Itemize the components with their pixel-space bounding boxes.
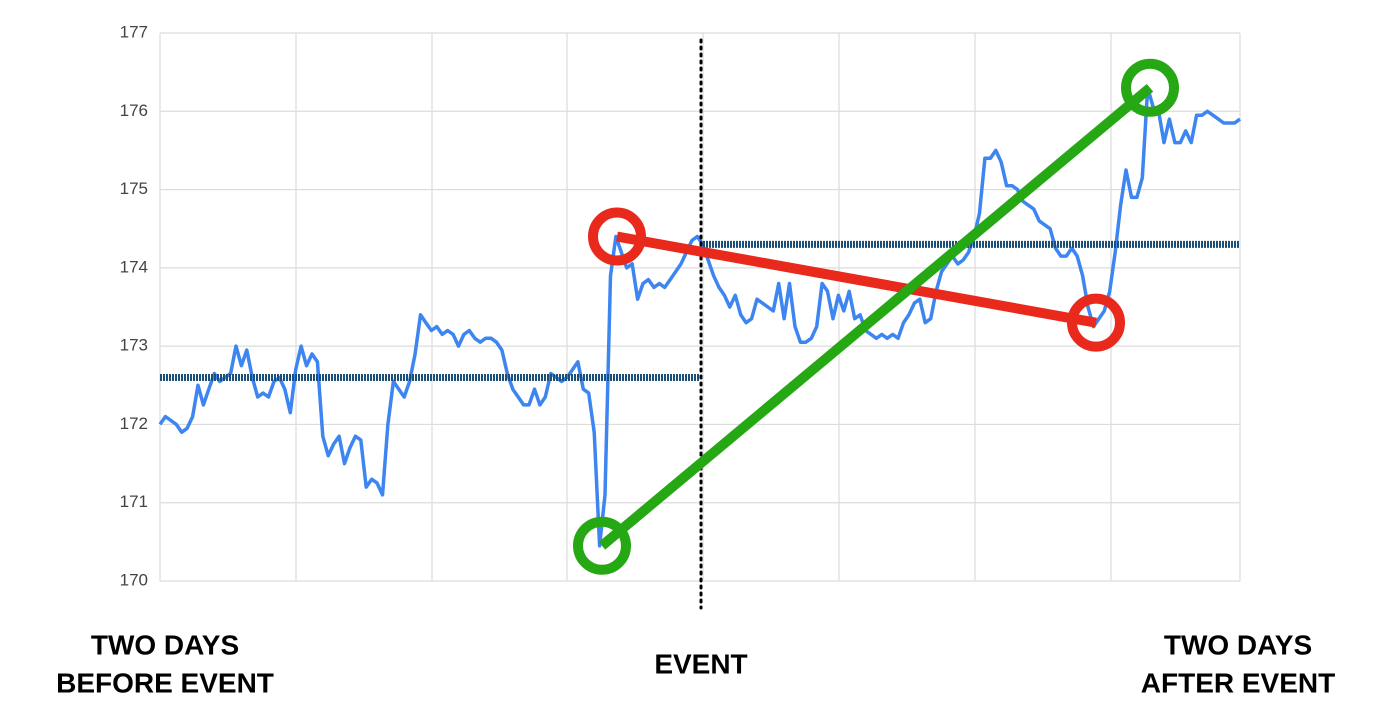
connector-circle <box>1067 293 1125 352</box>
after-label: AFTER EVENT <box>1141 667 1335 698</box>
y-tick-label: 177 <box>120 22 148 41</box>
y-tick-label: 172 <box>120 414 148 433</box>
series-line <box>158 86 1242 548</box>
y-tick-label: 171 <box>120 492 148 511</box>
connector-circle <box>588 207 646 266</box>
event-label: EVENT <box>654 648 747 679</box>
y-tick-label: 175 <box>120 179 148 198</box>
connector-line <box>598 83 1154 550</box>
y-tick-label: 170 <box>120 570 148 589</box>
before-label: BEFORE EVENT <box>56 667 274 698</box>
after-label: TWO DAYS <box>1164 629 1312 660</box>
connector-circle <box>1121 58 1179 117</box>
y-tick-label: 174 <box>120 257 148 276</box>
connector-line <box>616 231 1097 328</box>
connector-circle <box>573 516 631 575</box>
y-tick-label: 173 <box>120 336 148 355</box>
before-label: TWO DAYS <box>91 629 239 660</box>
y-tick-label: 176 <box>120 101 148 120</box>
